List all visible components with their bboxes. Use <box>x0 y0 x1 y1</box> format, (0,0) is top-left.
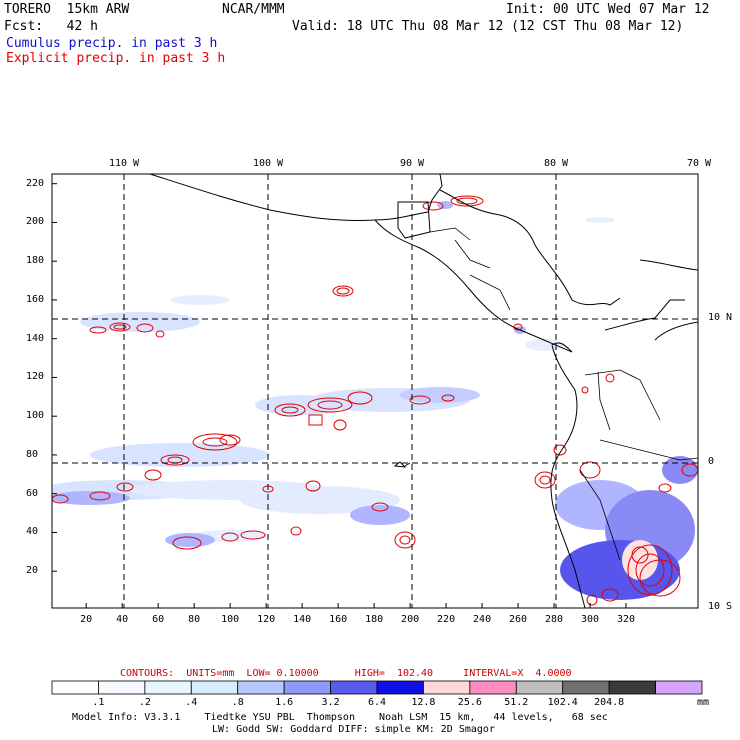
model-title: TORERO 15km ARW <box>4 2 130 17</box>
colorbar-label: .2 <box>138 697 151 708</box>
y-tick-label: 180 <box>26 255 45 267</box>
field-explicit-label: Explicit precip. in past 3 h <box>6 51 226 66</box>
colorbar-label: .8 <box>231 697 244 708</box>
lon-label-110w: 110 W <box>108 158 140 169</box>
colorbar-label: 204.8 <box>594 697 625 708</box>
y-tick-label: 40 <box>26 526 39 538</box>
colorbar-label: .4 <box>185 697 198 708</box>
explicit-precip-contours <box>52 195 698 606</box>
x-tick-label: 80 <box>188 614 201 625</box>
lat-label-10s: 10 S <box>708 601 733 612</box>
x-tick-label: 100 <box>221 614 240 625</box>
map-frame <box>51 173 699 609</box>
y-tick-label: 60 <box>26 487 39 499</box>
colorbar-label: 25.6 <box>457 697 482 708</box>
lon-label-90w: 90 W <box>399 158 425 169</box>
y-tick-label: 140 <box>26 332 45 344</box>
field-cumulus-label: Cumulus precip. in past 3 h <box>6 36 218 51</box>
y-tick-label: 20 <box>26 565 39 577</box>
valid-time: Valid: 18 UTC Thu 08 Mar 12 (12 CST Thu … <box>292 19 684 34</box>
x-tick-label: 140 <box>293 614 312 625</box>
x-tick-label: 180 <box>365 614 384 625</box>
x-tick-label: 260 <box>509 614 528 625</box>
x-tick-label: 240 <box>473 614 492 625</box>
lat-lon-grid <box>52 174 698 608</box>
y-tick-label: 160 <box>26 293 45 305</box>
colorbar-label: 102.4 <box>547 697 578 708</box>
country-borders <box>429 227 698 561</box>
x-tick-label: 320 <box>616 614 636 625</box>
y-tick-label: 80 <box>26 448 39 460</box>
forecast-hour: Fcst: 42 h <box>4 19 98 34</box>
colorbar-label: 1.6 <box>275 697 294 708</box>
y-tick-label: 220 <box>26 177 45 189</box>
x-tick-label: 160 <box>329 614 348 625</box>
cumulus-precip-areas <box>52 201 698 600</box>
contour-info: CONTOURS: UNITS=mm LOW= 0.10000 HIGH= 10… <box>120 668 572 679</box>
lon-label-80w: 80 W <box>543 158 569 169</box>
colorbar-unit: mm <box>697 697 710 708</box>
colorbar-label: 51.2 <box>504 697 529 708</box>
center-name: NCAR/MMM <box>222 2 285 17</box>
x-tick-label: 20 <box>80 614 93 625</box>
init-time: Init: 00 UTC Wed 07 Mar 12 <box>506 2 710 17</box>
lat-label-10n: 10 N <box>708 312 733 323</box>
model-info-line2: LW: Godd SW: Goddard DIFF: simple KM: 2D… <box>212 724 495 735</box>
colorbar-label: 3.2 <box>321 697 340 708</box>
y-tick-label: 100 <box>26 410 45 422</box>
lon-label-70w: 70 W <box>686 158 712 169</box>
y-tick-label: 120 <box>26 371 45 383</box>
model-info-line1: Model Info: V3.3.1 Tiedtke YSU PBL Thomp… <box>72 712 608 723</box>
x-tick-label: 300 <box>581 614 600 625</box>
colorbar-label: .1 <box>92 697 105 708</box>
colorbar-label: 6.4 <box>367 697 387 708</box>
lon-label-100w: 100 W <box>252 158 284 169</box>
x-tick-label: 200 <box>401 614 420 625</box>
x-tick-label: 40 <box>116 614 129 625</box>
y-tick-label: 200 <box>26 216 45 228</box>
colorbar-label: 12.8 <box>411 697 436 708</box>
x-tick-label: 60 <box>152 614 165 625</box>
x-tick-label: 280 <box>545 614 564 625</box>
x-tick-label: 220 <box>437 614 456 625</box>
lat-label-0: 0 <box>708 456 715 467</box>
x-tick-label: 120 <box>257 614 276 625</box>
